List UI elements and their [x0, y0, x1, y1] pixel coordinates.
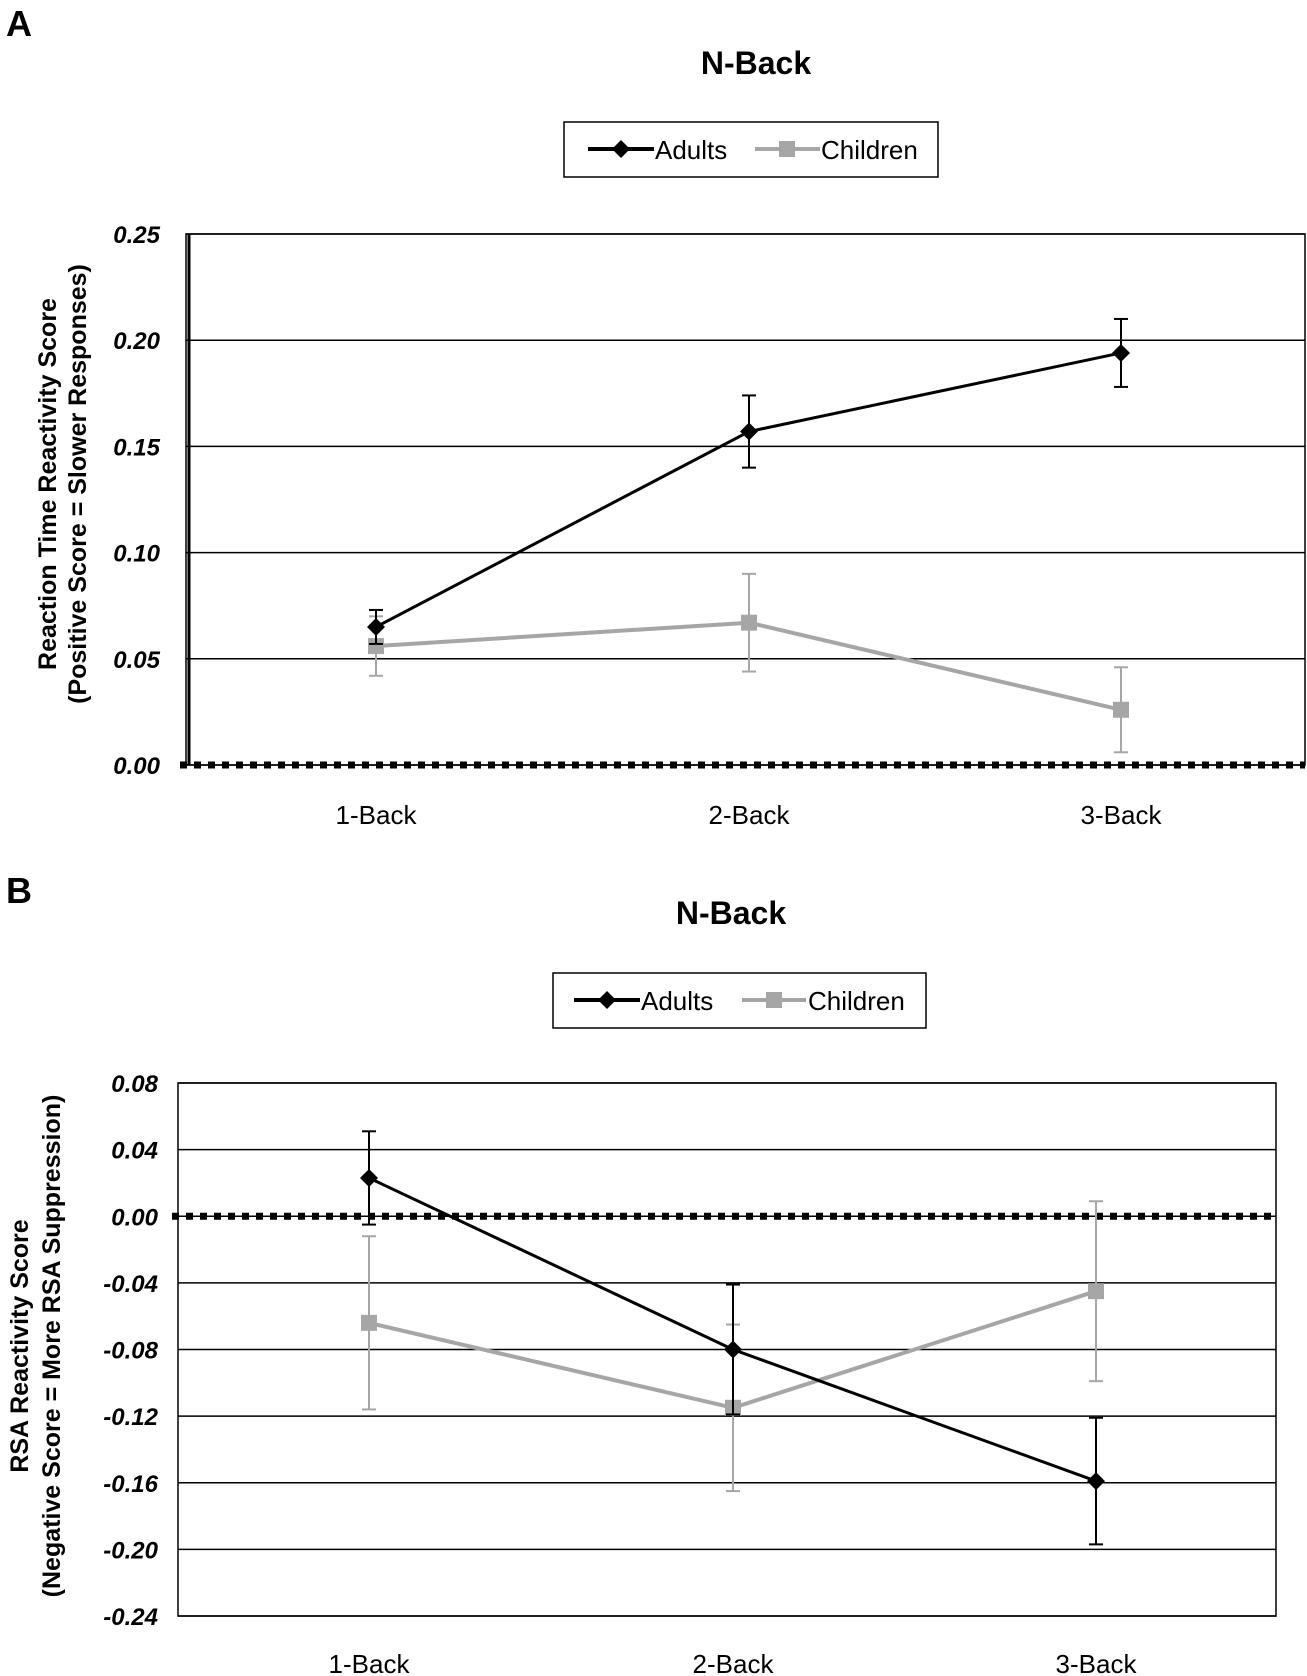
y-tick-label-b-7: 0.04	[111, 1138, 158, 1165]
legend-b-adults-marker	[598, 991, 616, 1009]
legend-a-children-marker	[779, 141, 795, 157]
y-tick-label-a-4: 0.20	[113, 328, 160, 355]
y-tick-label-b-8: 0.08	[111, 1071, 158, 1098]
y-axis-label-b-line1: RSA Reactivity Score	[6, 1219, 34, 1472]
legend-b-children-marker	[766, 992, 782, 1008]
y-tick-label-b-3: -0.12	[103, 1404, 158, 1431]
data-point-a-adults-1	[740, 422, 758, 441]
chart-title-b: N-Back	[676, 895, 786, 931]
legend-b-children-label: Children	[808, 986, 905, 1016]
data-point-a-adults-0	[367, 617, 385, 636]
y-tick-label-b-4: -0.08	[103, 1338, 158, 1365]
y-axis-label-b: RSA Reactivity Score (Negative Score = M…	[6, 1095, 66, 1598]
y-tick-label-a-1: 0.05	[113, 647, 160, 674]
data-point-b-adults-2	[1087, 1472, 1105, 1491]
legend-a-adults-marker	[612, 140, 630, 158]
y-tick-label-a-2: 0.10	[113, 541, 160, 568]
x-tick-label-b-0: 1-Back	[329, 1649, 411, 1676]
legend-b-adults-label: Adults	[641, 986, 713, 1016]
plot-frame-b	[177, 1082, 1277, 1617]
data-point-a-adults-2	[1112, 343, 1130, 362]
y-axis-label-a: Reaction Time Reactivity Score (Positive…	[34, 264, 92, 704]
legend-a: Adults Children	[563, 121, 939, 178]
y-tick-label-b-0: -0.24	[103, 1604, 158, 1631]
data-point-b-children-0	[361, 1314, 377, 1331]
legend-b: Adults Children	[552, 972, 927, 1029]
x-tick-label-b-2: 3-Back	[1056, 1649, 1138, 1676]
data-point-b-children-2	[1088, 1283, 1104, 1300]
panel-a: A N-Back Adults Children Reaction Time R…	[6, 3, 1306, 830]
legend-a-adults-label: Adults	[655, 135, 727, 165]
plot-frame-a	[185, 233, 1306, 766]
y-tick-label-b-6: 0.00	[111, 1204, 158, 1231]
y-tick-label-b-5: -0.04	[103, 1271, 158, 1298]
y-axis-label-a-line1: Reaction Time Reactivity Score	[34, 298, 62, 670]
y-tick-label-a-3: 0.15	[113, 434, 160, 461]
y-tick-label-a-5: 0.25	[113, 222, 160, 249]
chart-title-a: N-Back	[701, 45, 811, 81]
y-tick-label-a-0: 0.00	[113, 753, 160, 780]
data-point-a-children-0	[368, 638, 384, 655]
x-tick-label-b-1: 2-Back	[693, 1649, 775, 1676]
panel-label-a: A	[6, 3, 32, 44]
plot-area-a: 0.00 0.05 0.10 0.15 0.20 0.25 1-Back 2-Back 3-Ba…	[113, 222, 1306, 830]
legend-a-children-label: Children	[821, 135, 918, 165]
x-tick-label-a-2: 3-Back	[1081, 800, 1163, 830]
plot-area-b: -0.24 -0.20 -0.16 -0.12 -0.08 -0.04 0.00 0.04 0.…	[103, 1071, 1277, 1676]
panel-label-b: B	[6, 870, 32, 911]
y-tick-label-b-1: -0.20	[103, 1537, 158, 1564]
y-tick-label-b-2: -0.16	[103, 1471, 158, 1498]
x-tick-label-a-1: 2-Back	[709, 800, 791, 830]
x-tick-label-a-0: 1-Back	[336, 800, 418, 830]
panel-b: B N-Back Adults Children RSA Reactivity …	[6, 870, 1277, 1676]
data-point-a-children-1	[741, 614, 757, 631]
data-point-b-adults-1	[724, 1340, 742, 1359]
data-point-a-children-2	[1113, 701, 1129, 718]
y-axis-label-a-line2: (Positive Score = Slower Responses)	[64, 264, 92, 704]
data-point-b-adults-0	[360, 1168, 378, 1187]
y-axis-label-b-line2: (Negative Score = More RSA Suppression)	[38, 1095, 66, 1598]
